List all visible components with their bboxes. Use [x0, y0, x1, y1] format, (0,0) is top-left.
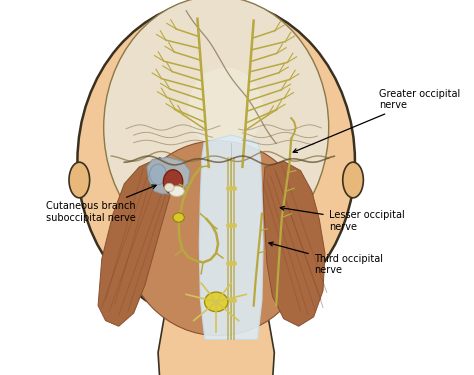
- Text: Greater occipital
nerve: Greater occipital nerve: [293, 88, 461, 153]
- Ellipse shape: [104, 0, 328, 259]
- Polygon shape: [98, 158, 175, 326]
- Ellipse shape: [188, 68, 263, 150]
- Ellipse shape: [343, 162, 364, 198]
- Polygon shape: [158, 309, 274, 375]
- Text: Cutaneous branch
suboccipital nerve: Cutaneous branch suboccipital nerve: [46, 185, 156, 223]
- Ellipse shape: [124, 141, 312, 336]
- Text: Lesser occipital
nerve: Lesser occipital nerve: [280, 206, 404, 232]
- Ellipse shape: [205, 292, 228, 312]
- Ellipse shape: [173, 213, 184, 222]
- Polygon shape: [263, 161, 325, 326]
- Ellipse shape: [164, 183, 174, 192]
- Polygon shape: [147, 158, 190, 194]
- Ellipse shape: [69, 162, 90, 198]
- Text: Third occipital
nerve: Third occipital nerve: [269, 242, 383, 275]
- Ellipse shape: [150, 164, 166, 185]
- Ellipse shape: [164, 170, 183, 194]
- Polygon shape: [199, 135, 263, 339]
- Ellipse shape: [77, 0, 355, 322]
- Ellipse shape: [169, 186, 184, 196]
